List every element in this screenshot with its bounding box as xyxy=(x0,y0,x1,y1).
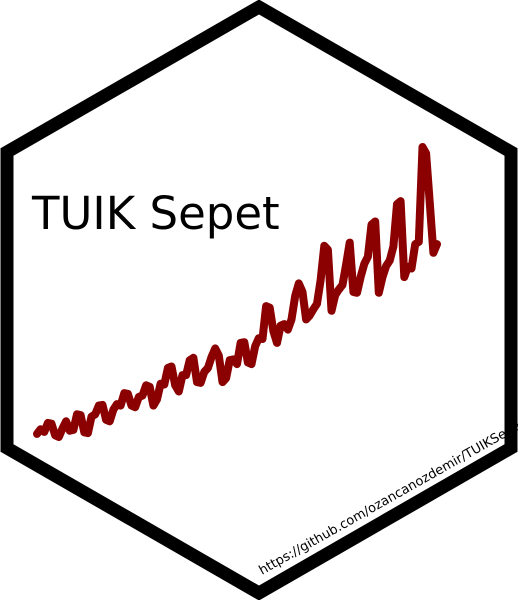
trend-line-chart xyxy=(33,143,441,441)
series-line xyxy=(33,143,441,441)
sticker-title: TUIK Sepet xyxy=(31,187,280,240)
